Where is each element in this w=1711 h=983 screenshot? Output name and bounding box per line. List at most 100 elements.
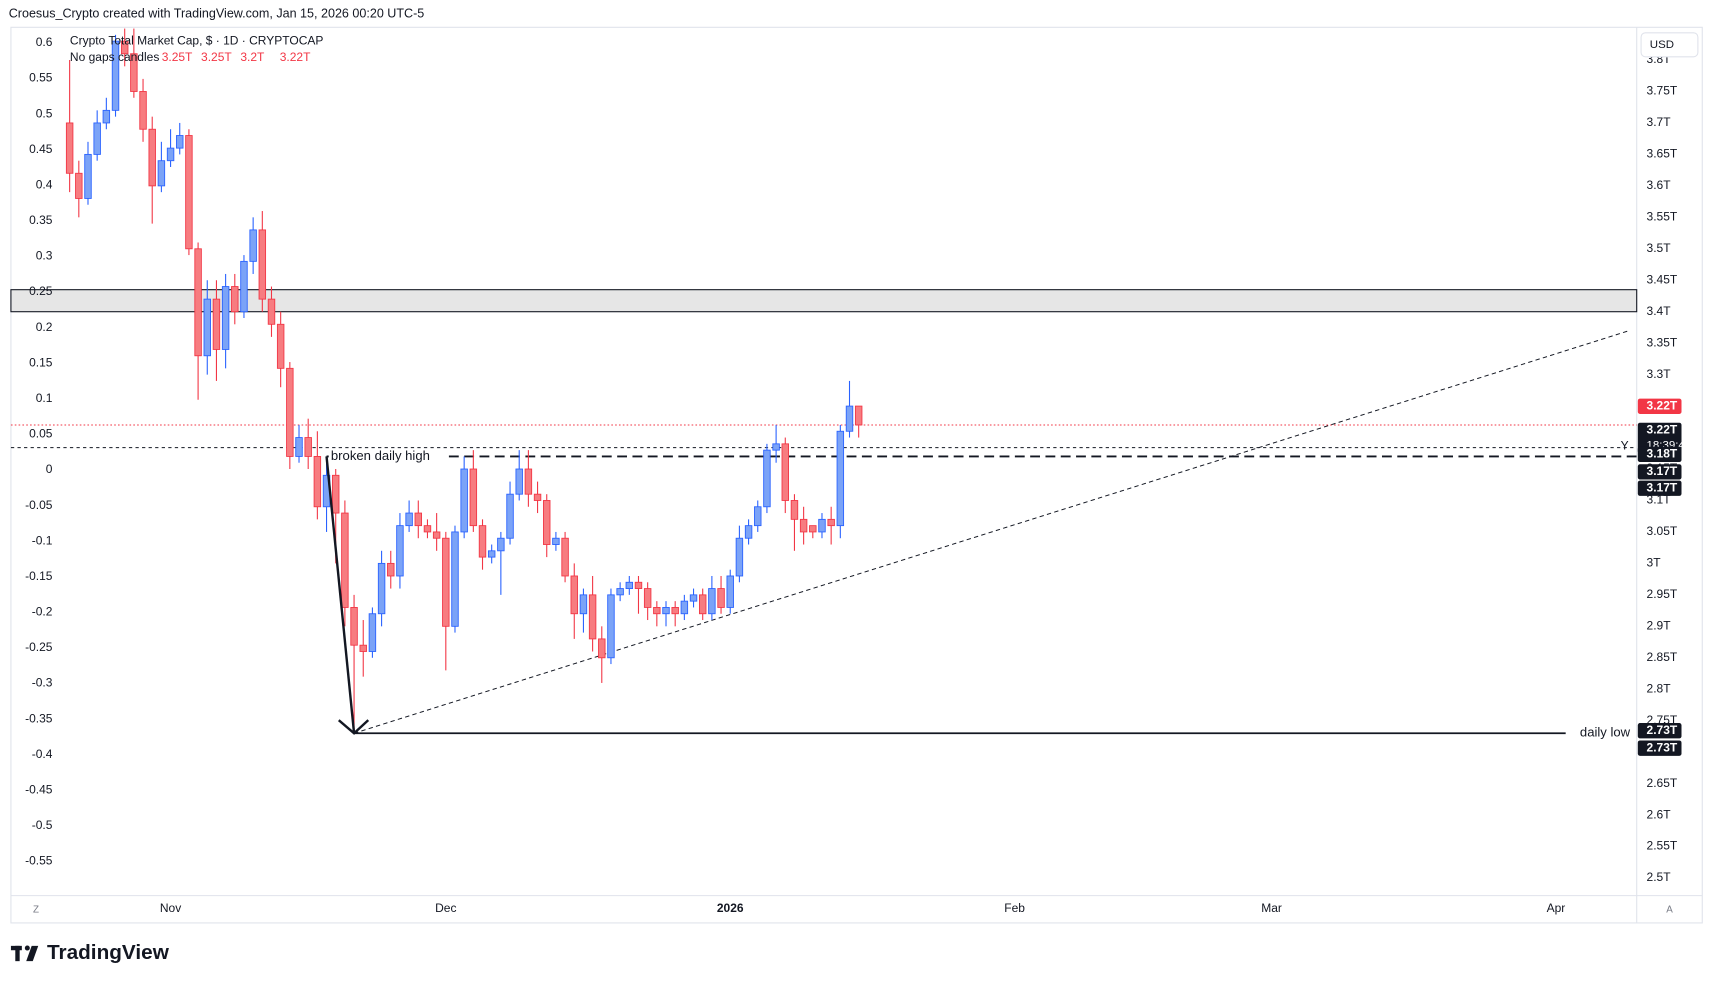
candle-body xyxy=(625,581,634,590)
candle-body xyxy=(662,607,670,615)
y2-tick-label: 0.25 xyxy=(29,284,53,298)
y2-tick-label: 0.35 xyxy=(29,213,53,227)
candle-body xyxy=(313,455,322,508)
x-tick-label: Feb xyxy=(1004,901,1025,915)
y2-tick-label: -0.3 xyxy=(32,676,53,690)
price-tag-label: 3.22T xyxy=(1647,398,1678,412)
candle-body xyxy=(533,493,542,501)
candle-body xyxy=(598,638,606,659)
y2-tick-label: 0 xyxy=(46,462,53,476)
y-tick-label: 3T xyxy=(1647,556,1662,570)
candle-body xyxy=(708,588,716,615)
candle-body xyxy=(295,437,303,457)
candle-body xyxy=(607,594,615,659)
candle-body xyxy=(139,91,147,130)
candle-body xyxy=(689,594,698,602)
x-tick-label: Apr xyxy=(1547,901,1566,915)
candle-body xyxy=(258,229,267,300)
candle-body xyxy=(469,468,478,527)
candle-body xyxy=(616,588,624,596)
candle-body xyxy=(75,172,83,199)
candle-body xyxy=(221,286,230,350)
axis-button[interactable]: Z xyxy=(33,904,39,915)
zone xyxy=(10,289,1638,313)
overlay: Crypto Total Market Cap, $ · 1D · CRYPTO… xyxy=(10,32,1699,964)
candle-body xyxy=(570,575,578,615)
candle-body xyxy=(754,506,762,527)
y-tick-label: 2.6T xyxy=(1647,807,1672,821)
countdown: 18:39:46 xyxy=(1647,440,1692,452)
y-tick-label: 3.7T xyxy=(1647,115,1672,129)
price-tag-label: 2.73T xyxy=(1647,740,1678,754)
candle-body xyxy=(552,537,560,545)
x-tick-label: Dec xyxy=(435,901,456,915)
candle-body xyxy=(359,644,367,652)
candle-body xyxy=(276,323,285,369)
candle-body xyxy=(836,430,845,527)
y2-tick-label: 0.1 xyxy=(36,391,53,405)
candle-body xyxy=(763,449,771,508)
y2-tick-label: -0.35 xyxy=(25,711,53,725)
candle-body xyxy=(396,525,404,577)
candle-body xyxy=(341,512,349,608)
candle-body xyxy=(487,550,496,558)
level-label: daily low xyxy=(1580,725,1631,740)
x-tick-label: 2026 xyxy=(717,901,744,915)
y2-tick-label: 0.45 xyxy=(29,142,53,156)
candle-body xyxy=(65,122,74,174)
chart-title: Crypto Total Market Cap, $ · 1D · CRYPTO… xyxy=(70,34,323,48)
candle-body xyxy=(423,525,432,533)
candle-body xyxy=(497,537,505,552)
candle-body xyxy=(414,512,423,527)
y2-tick-label: -0.45 xyxy=(25,782,53,796)
candle-body xyxy=(176,135,184,149)
chart-subtitle: No gaps candles xyxy=(70,50,159,64)
candle-body xyxy=(799,518,808,533)
candle-body xyxy=(827,518,835,527)
ohlc-value: 3.25T xyxy=(162,50,193,64)
candle-body xyxy=(387,562,395,577)
candle-body xyxy=(111,40,120,111)
plot: 0.6 0.55 0.5 0.45 0.4 0.35 0.3 0.25 0.2 0.15 0.1 0.… xyxy=(10,28,1678,915)
y-tick-label: 3.75T xyxy=(1647,84,1678,98)
candle-body xyxy=(506,493,514,539)
y2-tick-label: -0.1 xyxy=(32,533,53,547)
candle-body xyxy=(249,229,257,262)
candle-body xyxy=(543,500,551,545)
y-tick-label: 3.4T xyxy=(1647,304,1672,318)
y-tick-label: 3.45T xyxy=(1647,272,1678,286)
candle-body xyxy=(240,260,248,313)
candle-body xyxy=(84,153,92,199)
arrow xyxy=(325,456,356,734)
price-tag xyxy=(1637,422,1682,454)
candle-body xyxy=(185,135,193,250)
candle-body xyxy=(818,518,826,533)
candle-body xyxy=(368,613,377,652)
candle-body xyxy=(212,298,221,350)
price-tag xyxy=(1637,446,1682,463)
price-tag xyxy=(1637,480,1682,496)
price-tag-label: 3.17T xyxy=(1647,480,1678,494)
candle-body xyxy=(267,298,276,325)
y2-tick-label: 0.5 xyxy=(36,106,53,120)
axis-button[interactable]: A xyxy=(1666,904,1673,915)
candle-body xyxy=(451,531,459,627)
candle-body xyxy=(148,128,156,187)
y-tick-label: 3.6T xyxy=(1647,178,1672,192)
currency[interactable]: USD xyxy=(1650,39,1674,51)
candle-body xyxy=(698,594,707,615)
candle-body xyxy=(854,405,863,426)
candle-body xyxy=(93,122,101,155)
candle-body xyxy=(524,468,533,495)
y-tick-label: 3.65T xyxy=(1647,147,1678,161)
y2-tick-label: 0.55 xyxy=(29,71,53,85)
candle-body xyxy=(726,575,734,608)
x-tick-label: Nov xyxy=(160,901,181,915)
currency-button[interactable] xyxy=(1640,32,1699,58)
candle-body xyxy=(166,147,175,162)
candle-body xyxy=(717,588,725,608)
label-bg xyxy=(328,448,447,465)
ohlc-value: 3.25T xyxy=(201,50,232,64)
y-tick-label: 2.55T xyxy=(1647,839,1678,853)
candle-body xyxy=(671,607,679,615)
